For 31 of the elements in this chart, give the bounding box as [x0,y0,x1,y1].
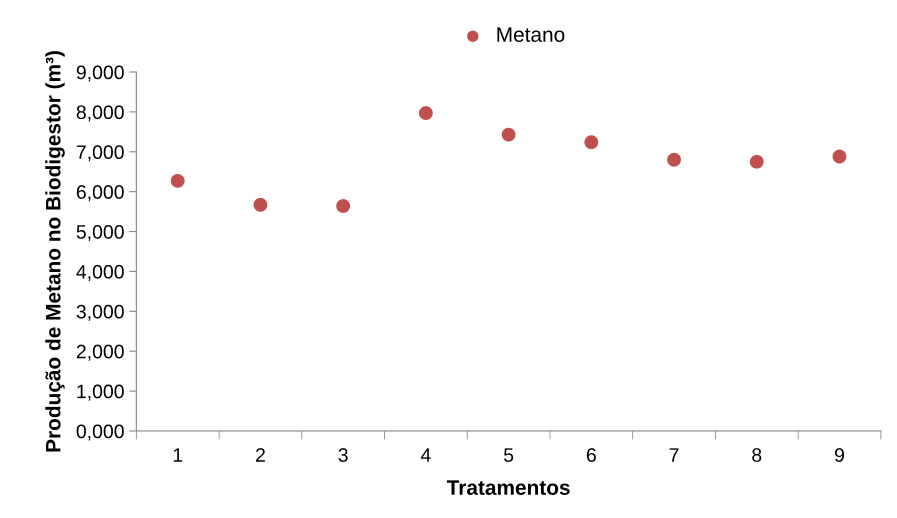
x-tick-label: 7 [670,448,678,462]
y-tick-label: 3,000 [76,304,124,321]
y-tick-label: 9,000 [76,65,124,82]
point [584,135,598,150]
x-tick-label: 1 [174,448,182,462]
y-tick-label: 0,000 [76,424,124,441]
x-tick-label: 9 [834,448,844,462]
point [502,128,516,142]
x-tick-label: 3 [338,448,348,462]
point [667,152,681,167]
point [336,199,350,213]
x-tick-label: 8 [752,448,762,462]
y-tick-label: 2,000 [76,344,124,361]
point [254,198,268,212]
x-tick-label: 6 [586,448,596,462]
x-tick-label: 2 [256,448,265,462]
point [418,106,433,120]
point [170,174,185,188]
y-tick-label: 5,000 [76,225,124,242]
y-tick-label: 1,000 [77,384,124,401]
point [750,154,764,169]
point [832,150,846,164]
y-tick-label: 4,000 [76,264,124,281]
y-tick-label: 8,000 [76,105,124,122]
x-tick-label: 5 [504,448,514,462]
y-tick-label: 6,000 [76,185,124,202]
y-axis-title: Produção de Metano no Biodigestor (m³) [45,51,65,452]
legend-label: Metano [497,27,564,42]
x-tick-label: 4 [420,448,431,462]
y-tick-label: 7,000 [76,145,124,162]
x-axis-title: Tratamentos [446,480,570,495]
